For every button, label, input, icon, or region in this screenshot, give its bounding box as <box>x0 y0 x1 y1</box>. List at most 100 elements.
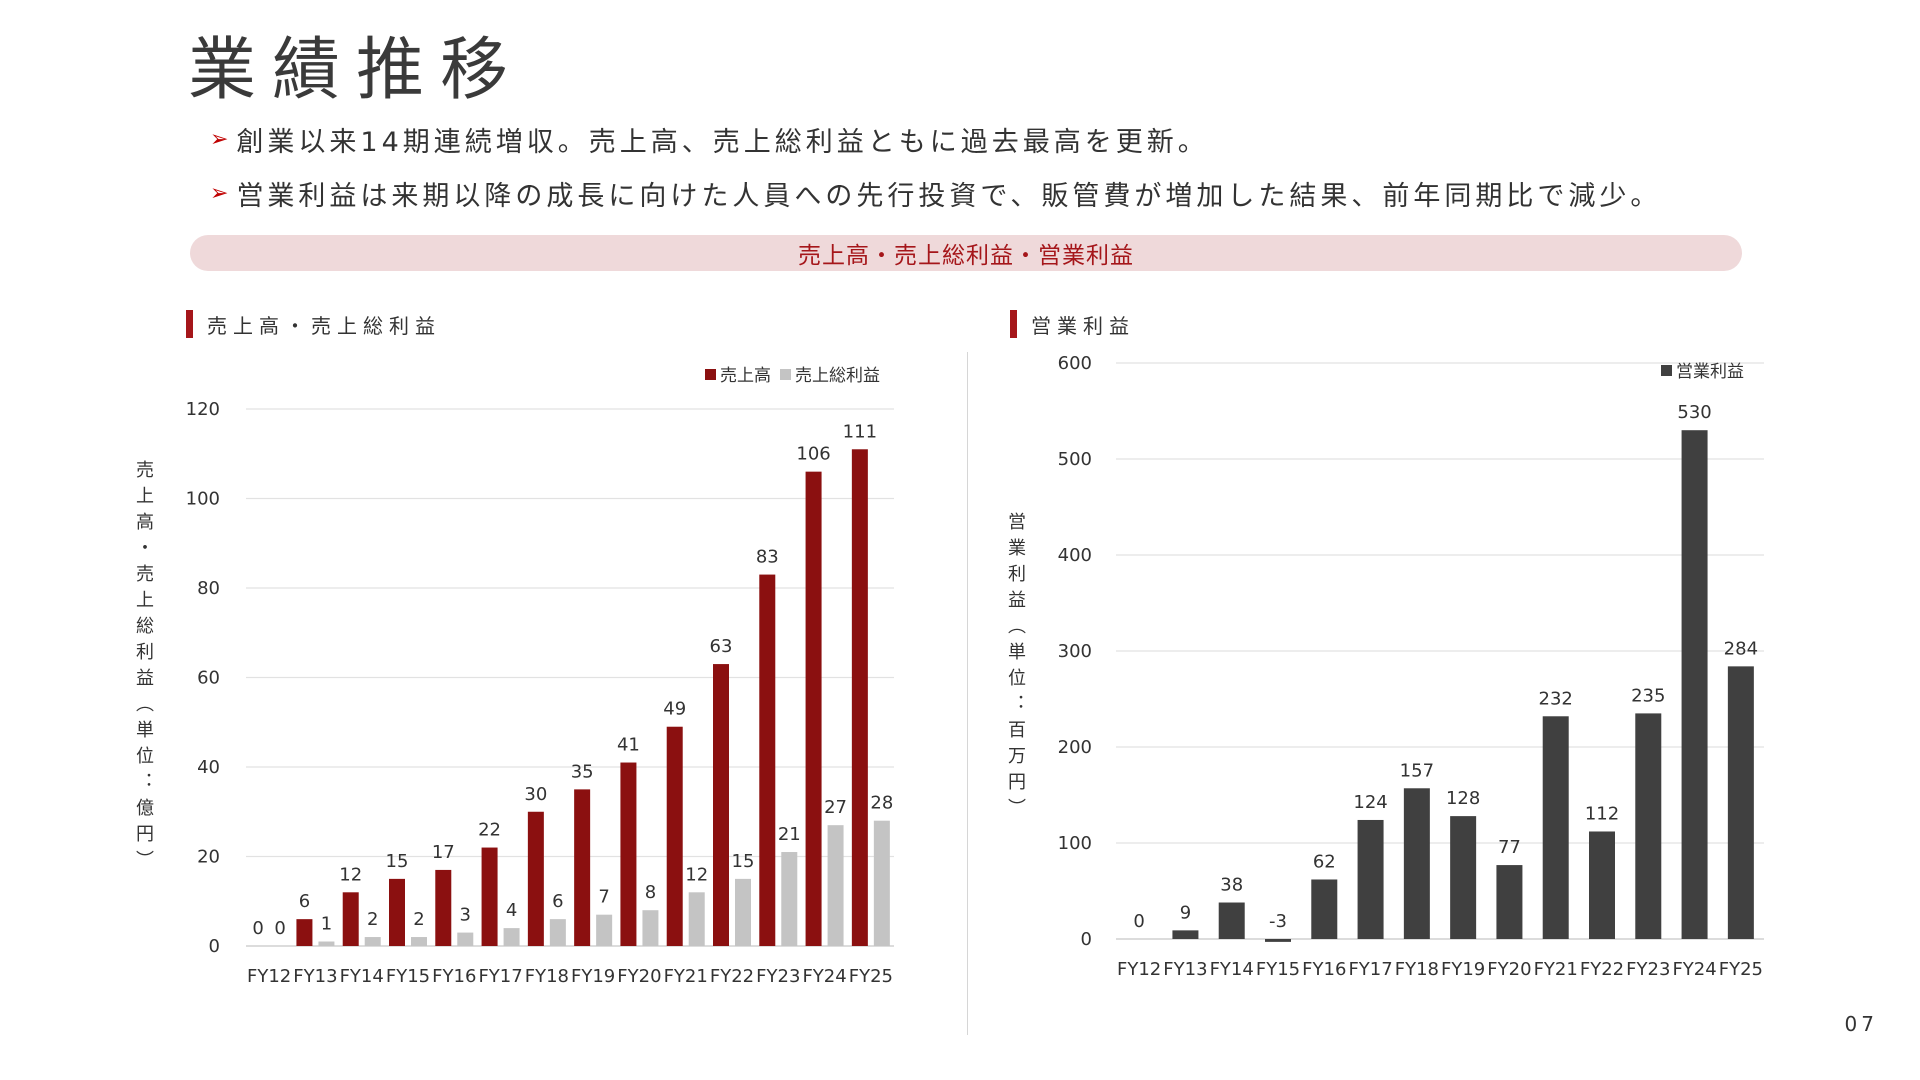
y-axis-label-sales: 売上高・売上総利益（単位：億円） <box>133 460 154 876</box>
operating-bar <box>1727 666 1754 939</box>
operating-bar <box>1635 713 1662 939</box>
sales-bar <box>318 941 335 946</box>
sales-y-tick-label: 20 <box>197 847 220 868</box>
sales-bar <box>713 664 729 946</box>
sales-data-label: 27 <box>824 797 847 818</box>
sales-x-tick-label: FY20 <box>617 966 661 987</box>
operating-bar <box>1172 930 1199 939</box>
chart-heading-operating: 営業利益 <box>1010 310 1135 338</box>
sales-x-tick-label: FY22 <box>710 966 754 987</box>
sales-bar <box>596 914 613 946</box>
sales-data-label: 4 <box>506 900 517 921</box>
sales-data-label: 8 <box>645 882 656 903</box>
sales-x-tick-label: FY19 <box>571 966 615 987</box>
operating-x-tick-label: FY21 <box>1534 959 1578 980</box>
sales-bar <box>666 726 683 946</box>
chart-heading-sales: 売上高・売上総利益 <box>186 310 441 338</box>
operating-x-tick-label: FY25 <box>1719 959 1763 980</box>
sales-bar <box>296 919 313 946</box>
sales-data-label: 6 <box>299 891 310 912</box>
sales-x-tick-label: FY15 <box>386 966 430 987</box>
sales-data-label: 21 <box>778 824 801 845</box>
sales-data-label: 35 <box>571 761 594 782</box>
operating-x-tick-label: FY23 <box>1626 959 1670 980</box>
sales-bar <box>435 869 452 946</box>
bullet-text: 創業以来14期連続増収。売上高、売上総利益ともに過去最高を更新。 <box>236 126 1209 158</box>
sales-x-tick-label: FY17 <box>478 966 522 987</box>
page-number: 07 <box>1844 1012 1878 1036</box>
operating-legend-swatch <box>1661 365 1672 376</box>
sales-legend-swatch <box>780 369 791 380</box>
sales-bar <box>527 811 544 946</box>
sales-data-label: 7 <box>598 887 609 908</box>
sales-data-label: 17 <box>432 842 455 863</box>
operating-bar <box>1542 716 1569 939</box>
operating-bar <box>1403 788 1430 939</box>
sales-x-tick-label: FY23 <box>756 966 800 987</box>
sales-bar <box>457 932 474 946</box>
sales-bar <box>342 892 359 946</box>
operating-x-tick-label: FY14 <box>1210 959 1254 980</box>
operating-data-label: 124 <box>1353 792 1387 813</box>
sales-data-label: 6 <box>552 891 563 912</box>
sales-data-label: 12 <box>685 864 708 885</box>
sales-y-tick-label: 100 <box>186 489 220 510</box>
bullet-item: ➢ 創業以来14期連続増収。売上高、売上総利益ともに過去最高を更新。 <box>210 112 1661 166</box>
summary-bullets: ➢ 創業以来14期連続増収。売上高、売上総利益ともに過去最高を更新。 ➢ 営業利… <box>210 112 1661 220</box>
sales-data-label: 15 <box>732 851 755 872</box>
sales-data-label: 106 <box>796 444 830 465</box>
page-title: 業績推移 <box>188 31 525 110</box>
operating-x-tick-label: FY18 <box>1395 959 1439 980</box>
operating-data-label: 38 <box>1220 875 1243 896</box>
operating-y-tick-label: 500 <box>1058 449 1092 470</box>
operating-x-tick-label: FY13 <box>1163 959 1207 980</box>
sales-y-tick-label: 120 <box>186 399 220 420</box>
sales-bar <box>873 820 890 946</box>
sales-bar <box>735 878 751 946</box>
sales-data-label: 30 <box>524 784 547 805</box>
sales-y-tick-label: 80 <box>197 578 220 599</box>
sales-y-tick-label: 0 <box>209 936 220 957</box>
sales-data-label: 41 <box>617 735 640 756</box>
sales-x-tick-label: FY16 <box>432 966 476 987</box>
operating-data-label: 112 <box>1585 803 1619 824</box>
operating-data-label: 128 <box>1446 788 1480 809</box>
operating-data-label: 232 <box>1539 688 1573 709</box>
sales-bar <box>549 919 566 946</box>
operating-x-tick-label: FY17 <box>1348 959 1392 980</box>
chart-divider <box>967 352 968 1035</box>
sales-x-tick-label: FY21 <box>664 966 708 987</box>
operating-x-tick-label: FY12 <box>1117 959 1161 980</box>
operating-x-tick-label: FY15 <box>1256 959 1300 980</box>
sales-bar <box>574 789 591 946</box>
sales-data-label: 83 <box>756 547 779 568</box>
sales-data-label: 1 <box>321 914 332 935</box>
operating-y-tick-label: 300 <box>1058 641 1092 662</box>
sales-data-label: 49 <box>663 699 686 720</box>
operating-bar <box>1589 831 1615 939</box>
y-axis-label-operating: 営業利益（単位：百万円） <box>1005 512 1026 824</box>
sales-legend-label: 売上総利益 <box>795 366 880 386</box>
operating-data-label: 530 <box>1677 402 1711 423</box>
operating-data-label: 235 <box>1631 685 1665 706</box>
sales-x-tick-label: FY24 <box>802 966 846 987</box>
sales-legend-label: 売上高 <box>720 366 771 386</box>
sales-y-tick-label: 40 <box>197 757 220 778</box>
operating-bar <box>1311 879 1338 939</box>
sales-x-tick-label: FY13 <box>293 966 337 987</box>
sales-y-tick-label: 60 <box>197 668 220 689</box>
sales-data-label: 63 <box>710 636 733 657</box>
operating-x-tick-label: FY22 <box>1580 959 1624 980</box>
bullet-item: ➢ 営業利益は来期以降の成長に向けた人員への先行投資で、販管費が増加した結果、前… <box>210 166 1661 220</box>
operating-bar <box>1450 816 1477 939</box>
sales-data-label: 28 <box>870 793 893 814</box>
sales-bar <box>503 928 520 946</box>
operating-x-tick-label: FY16 <box>1302 959 1346 980</box>
operating-data-label: 9 <box>1180 902 1191 923</box>
sales-data-label: 0 <box>274 918 285 939</box>
operating-y-tick-label: 600 <box>1058 353 1092 374</box>
sales-data-label: 2 <box>413 909 424 930</box>
sales-bar <box>851 449 868 946</box>
sales-data-label: 111 <box>843 421 877 442</box>
